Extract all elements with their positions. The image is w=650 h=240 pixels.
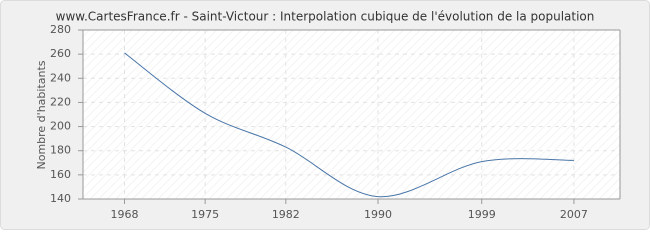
x-tick-label: 1990: [364, 208, 392, 221]
y-tick-label: 140: [50, 192, 71, 205]
x-tick-label: 1968: [110, 208, 138, 221]
y-tick-label: 280: [50, 23, 71, 36]
plot-area: [83, 30, 620, 199]
y-tick-label: 240: [50, 71, 71, 84]
y-tick-label: 260: [50, 47, 71, 60]
y-axis-label: Nombre d'habitants: [35, 60, 48, 169]
x-tick-label: 1999: [468, 208, 496, 221]
y-tick-label: 160: [50, 168, 71, 181]
y-tick-label: 220: [50, 95, 71, 108]
x-tick-label: 2007: [560, 208, 588, 221]
y-tick-label: 180: [50, 144, 71, 157]
x-tick-label: 1975: [191, 208, 219, 221]
y-tick-label: 200: [50, 120, 71, 133]
line: [124, 52, 574, 198]
x-tick-label: 1982: [272, 208, 300, 221]
chart-title: www.CartesFrance.fr - Saint-Victour : In…: [56, 10, 595, 24]
chart: www.CartesFrance.fr - Saint-Victour : In…: [0, 0, 650, 230]
